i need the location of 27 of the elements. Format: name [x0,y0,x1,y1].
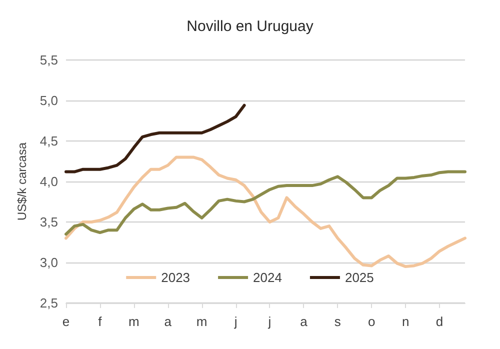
y-tick-label: 3,5 [40,214,58,230]
legend-label: 2025 [344,270,374,285]
x-tick-label: m [196,314,208,329]
x-tick-label: s [334,314,342,329]
x-tick-label: a [300,314,308,329]
y-tick-label: 2,5 [40,296,58,310]
x-tick-label: d [436,314,444,329]
x-tick-label: j [267,314,272,329]
x-tick-label: f [98,314,102,329]
x-tick-label: e [62,314,70,329]
x-tick-label: n [402,314,410,329]
y-tick-label: 5,0 [40,93,58,108]
y-tick-label: 4,0 [40,174,58,189]
y-tick-label: 3,0 [40,255,58,270]
y-tick-label: 4,5 [40,134,58,148]
x-tick-label: j [233,314,238,329]
line-series [64,156,466,268]
x-tick-label: o [368,314,376,329]
legend-label: 2023 [161,270,190,285]
y-axis-title: US$/k carcasa [15,142,29,221]
line-series [64,170,466,236]
chart-title: Novillo en Uruguay [186,18,314,35]
legend-label: 2024 [253,270,282,285]
y-tick-label: 5,5 [40,52,58,68]
x-tick-label: a [164,314,172,329]
line-series [64,104,246,174]
x-tick-label: m [128,314,140,329]
